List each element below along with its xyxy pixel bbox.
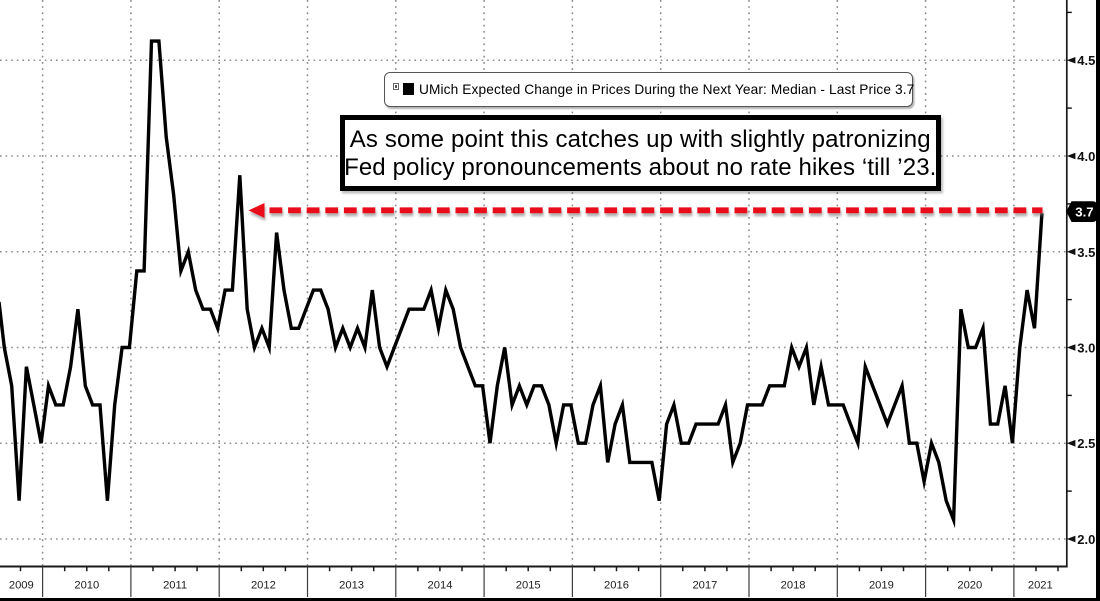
svg-text:2009: 2009 bbox=[9, 580, 34, 592]
svg-text:2013: 2013 bbox=[339, 580, 364, 592]
svg-text:2012: 2012 bbox=[251, 580, 276, 592]
svg-text:4.5: 4.5 bbox=[1077, 53, 1095, 68]
svg-text:2016: 2016 bbox=[604, 580, 629, 592]
svg-text:2018: 2018 bbox=[781, 580, 806, 592]
svg-text:2021: 2021 bbox=[1028, 580, 1053, 592]
svg-text:3.5: 3.5 bbox=[1077, 245, 1095, 260]
svg-text:2019: 2019 bbox=[869, 580, 894, 592]
svg-text:2017: 2017 bbox=[692, 580, 717, 592]
svg-text:2020: 2020 bbox=[957, 580, 982, 592]
svg-text:2.0: 2.0 bbox=[1077, 532, 1095, 547]
svg-text:4.0: 4.0 bbox=[1077, 149, 1095, 164]
svg-text:3.0: 3.0 bbox=[1077, 341, 1095, 356]
svg-text:3.7: 3.7 bbox=[1075, 205, 1093, 220]
svg-text:2015: 2015 bbox=[516, 580, 541, 592]
svg-text:2010: 2010 bbox=[74, 580, 99, 592]
svg-text:2014: 2014 bbox=[428, 580, 453, 592]
svg-text:2011: 2011 bbox=[163, 580, 187, 592]
svg-text:2.5: 2.5 bbox=[1077, 436, 1095, 451]
